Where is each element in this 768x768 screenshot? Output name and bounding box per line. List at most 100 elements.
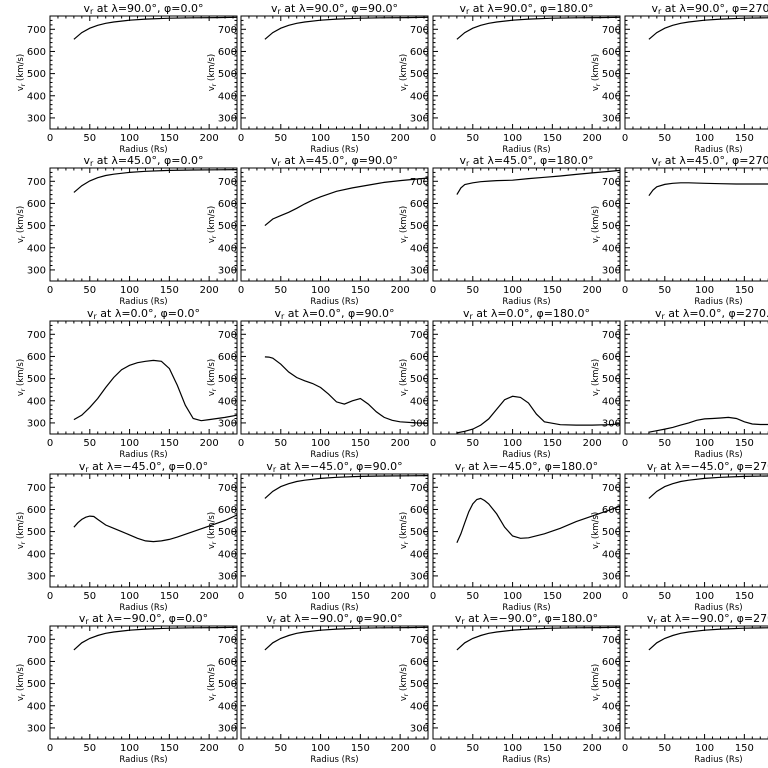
x-tick-label: 50 xyxy=(83,743,96,754)
x-tick-label: 100 xyxy=(695,743,714,754)
plot-frame xyxy=(432,473,621,588)
plot-frame xyxy=(432,167,621,282)
x-tick-label: 200 xyxy=(391,438,410,449)
y-tick-label: 500 xyxy=(410,374,429,385)
x-tick-label: 150 xyxy=(351,285,370,296)
series-line xyxy=(648,182,768,197)
y-axis-label-sub: r xyxy=(403,83,410,86)
x-tick-label: 0 xyxy=(238,743,244,754)
x-tick-label: 50 xyxy=(658,438,671,449)
y-axis-label: vr (km/s) xyxy=(591,664,602,701)
y-tick-label: 600 xyxy=(410,505,429,516)
y-tick-label: 400 xyxy=(218,243,237,254)
title-sub: r xyxy=(461,465,465,474)
x-tick-label: 50 xyxy=(83,438,96,449)
title-sub: r xyxy=(466,7,470,16)
panel-title: vr at λ=0.0°, φ=270.0° xyxy=(655,307,768,321)
x-axis-label: Radius (Rs) xyxy=(694,145,742,155)
y-tick-label: 500 xyxy=(27,527,46,538)
y-tick-label: 500 xyxy=(218,69,237,80)
y-axis-label-sub: r xyxy=(20,693,27,696)
y-tick-label: 300 xyxy=(410,418,429,429)
series-line xyxy=(73,169,238,193)
x-tick-label: 50 xyxy=(83,591,96,602)
y-axis-label: vr (km/s) xyxy=(591,206,602,243)
series-line xyxy=(648,17,768,40)
title-sub: r xyxy=(658,159,662,168)
title-var: v xyxy=(459,2,466,15)
y-axis-label-sub: r xyxy=(403,388,410,391)
x-tick-label: 150 xyxy=(160,591,179,602)
x-tick-label: 100 xyxy=(120,438,139,449)
y-axis-label-unit: (km/s) xyxy=(591,359,601,389)
y-tick-label: 300 xyxy=(27,113,46,124)
plot-frame xyxy=(432,625,621,740)
x-tick-label: 150 xyxy=(735,591,754,602)
y-tick-label: 600 xyxy=(27,657,46,668)
x-axis-label: Radius (Rs) xyxy=(502,297,550,307)
y-axis-label-unit: (km/s) xyxy=(16,206,26,236)
plot-frame xyxy=(624,15,768,130)
y-axis-label-unit: (km/s) xyxy=(207,54,217,84)
y-tick-label: 600 xyxy=(27,47,46,58)
y-axis-label-sub: r xyxy=(211,388,218,391)
x-tick-label: 200 xyxy=(200,743,219,754)
y-axis-label: vr (km/s) xyxy=(399,206,410,243)
x-axis-label: Radius (Rs) xyxy=(694,450,742,460)
y-tick-label: 400 xyxy=(218,549,237,560)
y-tick-label: 400 xyxy=(27,549,46,560)
y-tick-label: 700 xyxy=(410,177,429,188)
y-tick-label: 500 xyxy=(410,527,429,538)
y-axis-label-sub: r xyxy=(595,388,602,391)
x-tick-label: 100 xyxy=(311,438,330,449)
title-var: v xyxy=(266,612,273,625)
title-text: at λ=−90.0°, φ=270.0° xyxy=(657,612,768,625)
x-tick-label: 150 xyxy=(351,438,370,449)
title-sub: r xyxy=(653,465,657,474)
title-var: v xyxy=(271,154,278,167)
y-tick-label: 300 xyxy=(410,113,429,124)
y-axis-label-sub: r xyxy=(20,541,27,544)
title-text: at λ=0.0°, φ=90.0° xyxy=(284,307,394,320)
y-tick-label: 600 xyxy=(602,199,621,210)
y-tick-label: 600 xyxy=(27,199,46,210)
x-tick-label: 0 xyxy=(238,438,244,449)
y-axis-label: vr (km/s) xyxy=(207,359,218,396)
plot-frame xyxy=(49,15,238,130)
x-tick-label: 200 xyxy=(200,133,219,144)
y-tick-label: 700 xyxy=(27,483,46,494)
plot-frame xyxy=(624,320,768,435)
series-line xyxy=(73,16,238,40)
title-sub: r xyxy=(85,465,89,474)
y-tick-label: 300 xyxy=(218,265,237,276)
y-tick-label: 300 xyxy=(27,265,46,276)
y-axis-label-sub: r xyxy=(595,235,602,238)
title-var: v xyxy=(79,612,86,625)
x-axis-label: Radius (Rs) xyxy=(310,297,358,307)
x-axis-label: Radius (Rs) xyxy=(310,603,358,613)
y-axis-label-unit: (km/s) xyxy=(591,206,601,236)
title-sub: r xyxy=(466,159,470,168)
x-tick-label: 150 xyxy=(160,743,179,754)
y-axis-label-var: v xyxy=(207,238,217,243)
x-tick-label: 150 xyxy=(160,133,179,144)
y-tick-label: 600 xyxy=(602,352,621,363)
y-tick-label: 500 xyxy=(602,679,621,690)
x-tick-label: 200 xyxy=(391,591,410,602)
title-sub: r xyxy=(653,617,657,626)
title-sub: r xyxy=(658,7,662,16)
plot-frame xyxy=(49,320,238,435)
x-axis-label: Radius (Rs) xyxy=(310,450,358,460)
y-tick-label: 700 xyxy=(410,330,429,341)
title-text: at λ=−90.0°, φ=90.0° xyxy=(276,612,402,625)
y-tick-label: 500 xyxy=(218,527,237,538)
y-axis-label-unit: (km/s) xyxy=(399,359,409,389)
y-axis-label: vr (km/s) xyxy=(16,359,27,396)
x-tick-label: 0 xyxy=(238,133,244,144)
y-tick-label: 400 xyxy=(27,91,46,102)
x-tick-label: 150 xyxy=(543,438,562,449)
